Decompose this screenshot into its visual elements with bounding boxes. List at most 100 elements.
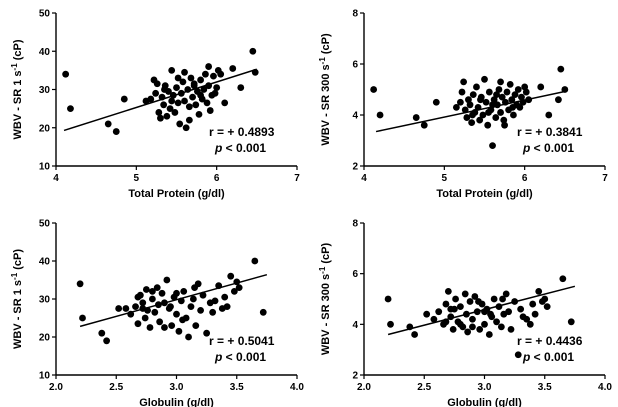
y-tick-label: 40 xyxy=(39,257,51,268)
scatter-point xyxy=(152,89,160,97)
y-tick-label: 4 xyxy=(352,320,358,331)
scatter-point xyxy=(485,109,492,116)
scatter-point xyxy=(161,324,168,331)
scatter-point xyxy=(197,76,205,84)
scatter-point xyxy=(76,280,84,288)
scatter-point xyxy=(476,116,484,124)
scatter-point xyxy=(541,295,549,303)
scatter-point xyxy=(420,121,428,129)
scatter-point xyxy=(509,103,517,111)
scatter-point xyxy=(151,308,159,316)
y-axis-title: WBV - SR 1 s-1 (cP) xyxy=(10,39,24,139)
panel-globulin-sr300: 2.0 2.5 3.0 3.5 4.0 2 4 6 8 Globulin (g/dl) WBV - … xyxy=(318,219,612,407)
scatter-point xyxy=(490,96,498,104)
scatter-point xyxy=(203,329,211,337)
scatter-point xyxy=(516,103,524,111)
scatter-point xyxy=(384,295,392,303)
scatter-point xyxy=(493,91,500,98)
scatter-point xyxy=(521,83,529,91)
scatter-point xyxy=(535,288,543,295)
scatter-point xyxy=(153,284,161,291)
x-tick-label: 2.5 xyxy=(109,382,123,393)
y-tick-label: 50 xyxy=(39,219,51,230)
scatter-point xyxy=(461,290,469,298)
scatter-point xyxy=(489,142,496,150)
scatter-point xyxy=(411,331,419,338)
scatter-point xyxy=(171,109,179,116)
scatter-point xyxy=(163,276,171,284)
scatter-point xyxy=(465,96,472,104)
scatter-point xyxy=(189,93,196,101)
panel-globulin-sr1: 2.0 2.5 3.0 3.5 4.0 10 20 30 40 50 Globulin (g/dl)… xyxy=(10,219,304,407)
scatter-point xyxy=(543,303,551,310)
scatter-point xyxy=(112,128,120,135)
scatter-point xyxy=(479,111,487,119)
scatter-point xyxy=(197,91,205,99)
scatter-point xyxy=(376,111,384,119)
scatter-point xyxy=(202,70,209,78)
x-tick-label: 5 xyxy=(442,173,448,184)
x-tick-label: 3.0 xyxy=(478,382,492,393)
scatter-point xyxy=(531,310,539,318)
p-value-label: p < 0.001 xyxy=(522,350,574,364)
scatter-point xyxy=(499,295,506,303)
x-tick-label: 4.0 xyxy=(290,382,304,393)
scatter-point xyxy=(161,86,168,93)
y-axis-title: WBV - SR 300 s-1 (cP) xyxy=(318,33,332,146)
scatter-point xyxy=(181,68,188,76)
y-tick-label: 8 xyxy=(352,219,358,230)
p-value-label: p < 0.001 xyxy=(214,350,266,364)
scatter-point xyxy=(514,86,522,93)
scatter-point xyxy=(190,82,198,90)
x-tick-label: 3.5 xyxy=(230,382,244,393)
scatter-point xyxy=(503,88,511,96)
scatter-point xyxy=(185,116,193,124)
scatter-point xyxy=(557,65,565,73)
scatter-point xyxy=(134,320,142,328)
scatter-point xyxy=(518,93,525,101)
scatter-point xyxy=(423,310,431,318)
scatter-point xyxy=(192,322,200,329)
scatter-point xyxy=(168,97,176,105)
scatter-point xyxy=(481,320,488,328)
scatter-point xyxy=(457,98,464,106)
scatter-point xyxy=(142,286,150,293)
y-tick-label: 10 xyxy=(39,371,51,382)
scatter-point xyxy=(477,96,484,104)
scatter-point xyxy=(174,74,182,82)
scatter-point xyxy=(211,297,219,305)
x-tick-label: 4 xyxy=(361,173,367,184)
scatter-point xyxy=(471,293,479,300)
scatter-point xyxy=(464,328,472,336)
scatter-point xyxy=(432,98,440,106)
scatter-point xyxy=(181,97,188,105)
x-tick-label: 3.5 xyxy=(538,382,552,393)
scatter-point xyxy=(192,101,200,109)
scatter-point xyxy=(500,116,508,124)
y-tick-label: 40 xyxy=(39,47,51,58)
x-tick-label: 5 xyxy=(134,173,140,184)
scatter-point xyxy=(452,103,460,111)
scatter-point xyxy=(498,93,506,101)
scatter-point xyxy=(469,323,476,331)
scatter-point xyxy=(487,310,494,318)
scatter-point xyxy=(537,83,545,91)
scatter-point xyxy=(139,299,147,307)
scatter-point xyxy=(210,72,217,80)
scatter-point xyxy=(191,284,198,291)
scatter-point xyxy=(179,78,187,86)
scatter-point xyxy=(430,315,438,323)
scatter-point xyxy=(510,111,517,119)
scatter-point xyxy=(519,313,527,321)
scatter-point xyxy=(168,322,176,329)
scatter-point xyxy=(495,86,503,93)
scatter-point xyxy=(120,95,128,103)
x-tick-label: 4 xyxy=(53,173,59,184)
scatter-point xyxy=(115,305,123,312)
scatter-point xyxy=(153,80,161,88)
scatter-point xyxy=(146,324,154,331)
r-value-label: r = + 0.4436 xyxy=(517,334,583,348)
y-tick-label: 4 xyxy=(352,111,358,122)
scatter-point xyxy=(182,124,190,132)
scatter-point xyxy=(200,86,208,93)
